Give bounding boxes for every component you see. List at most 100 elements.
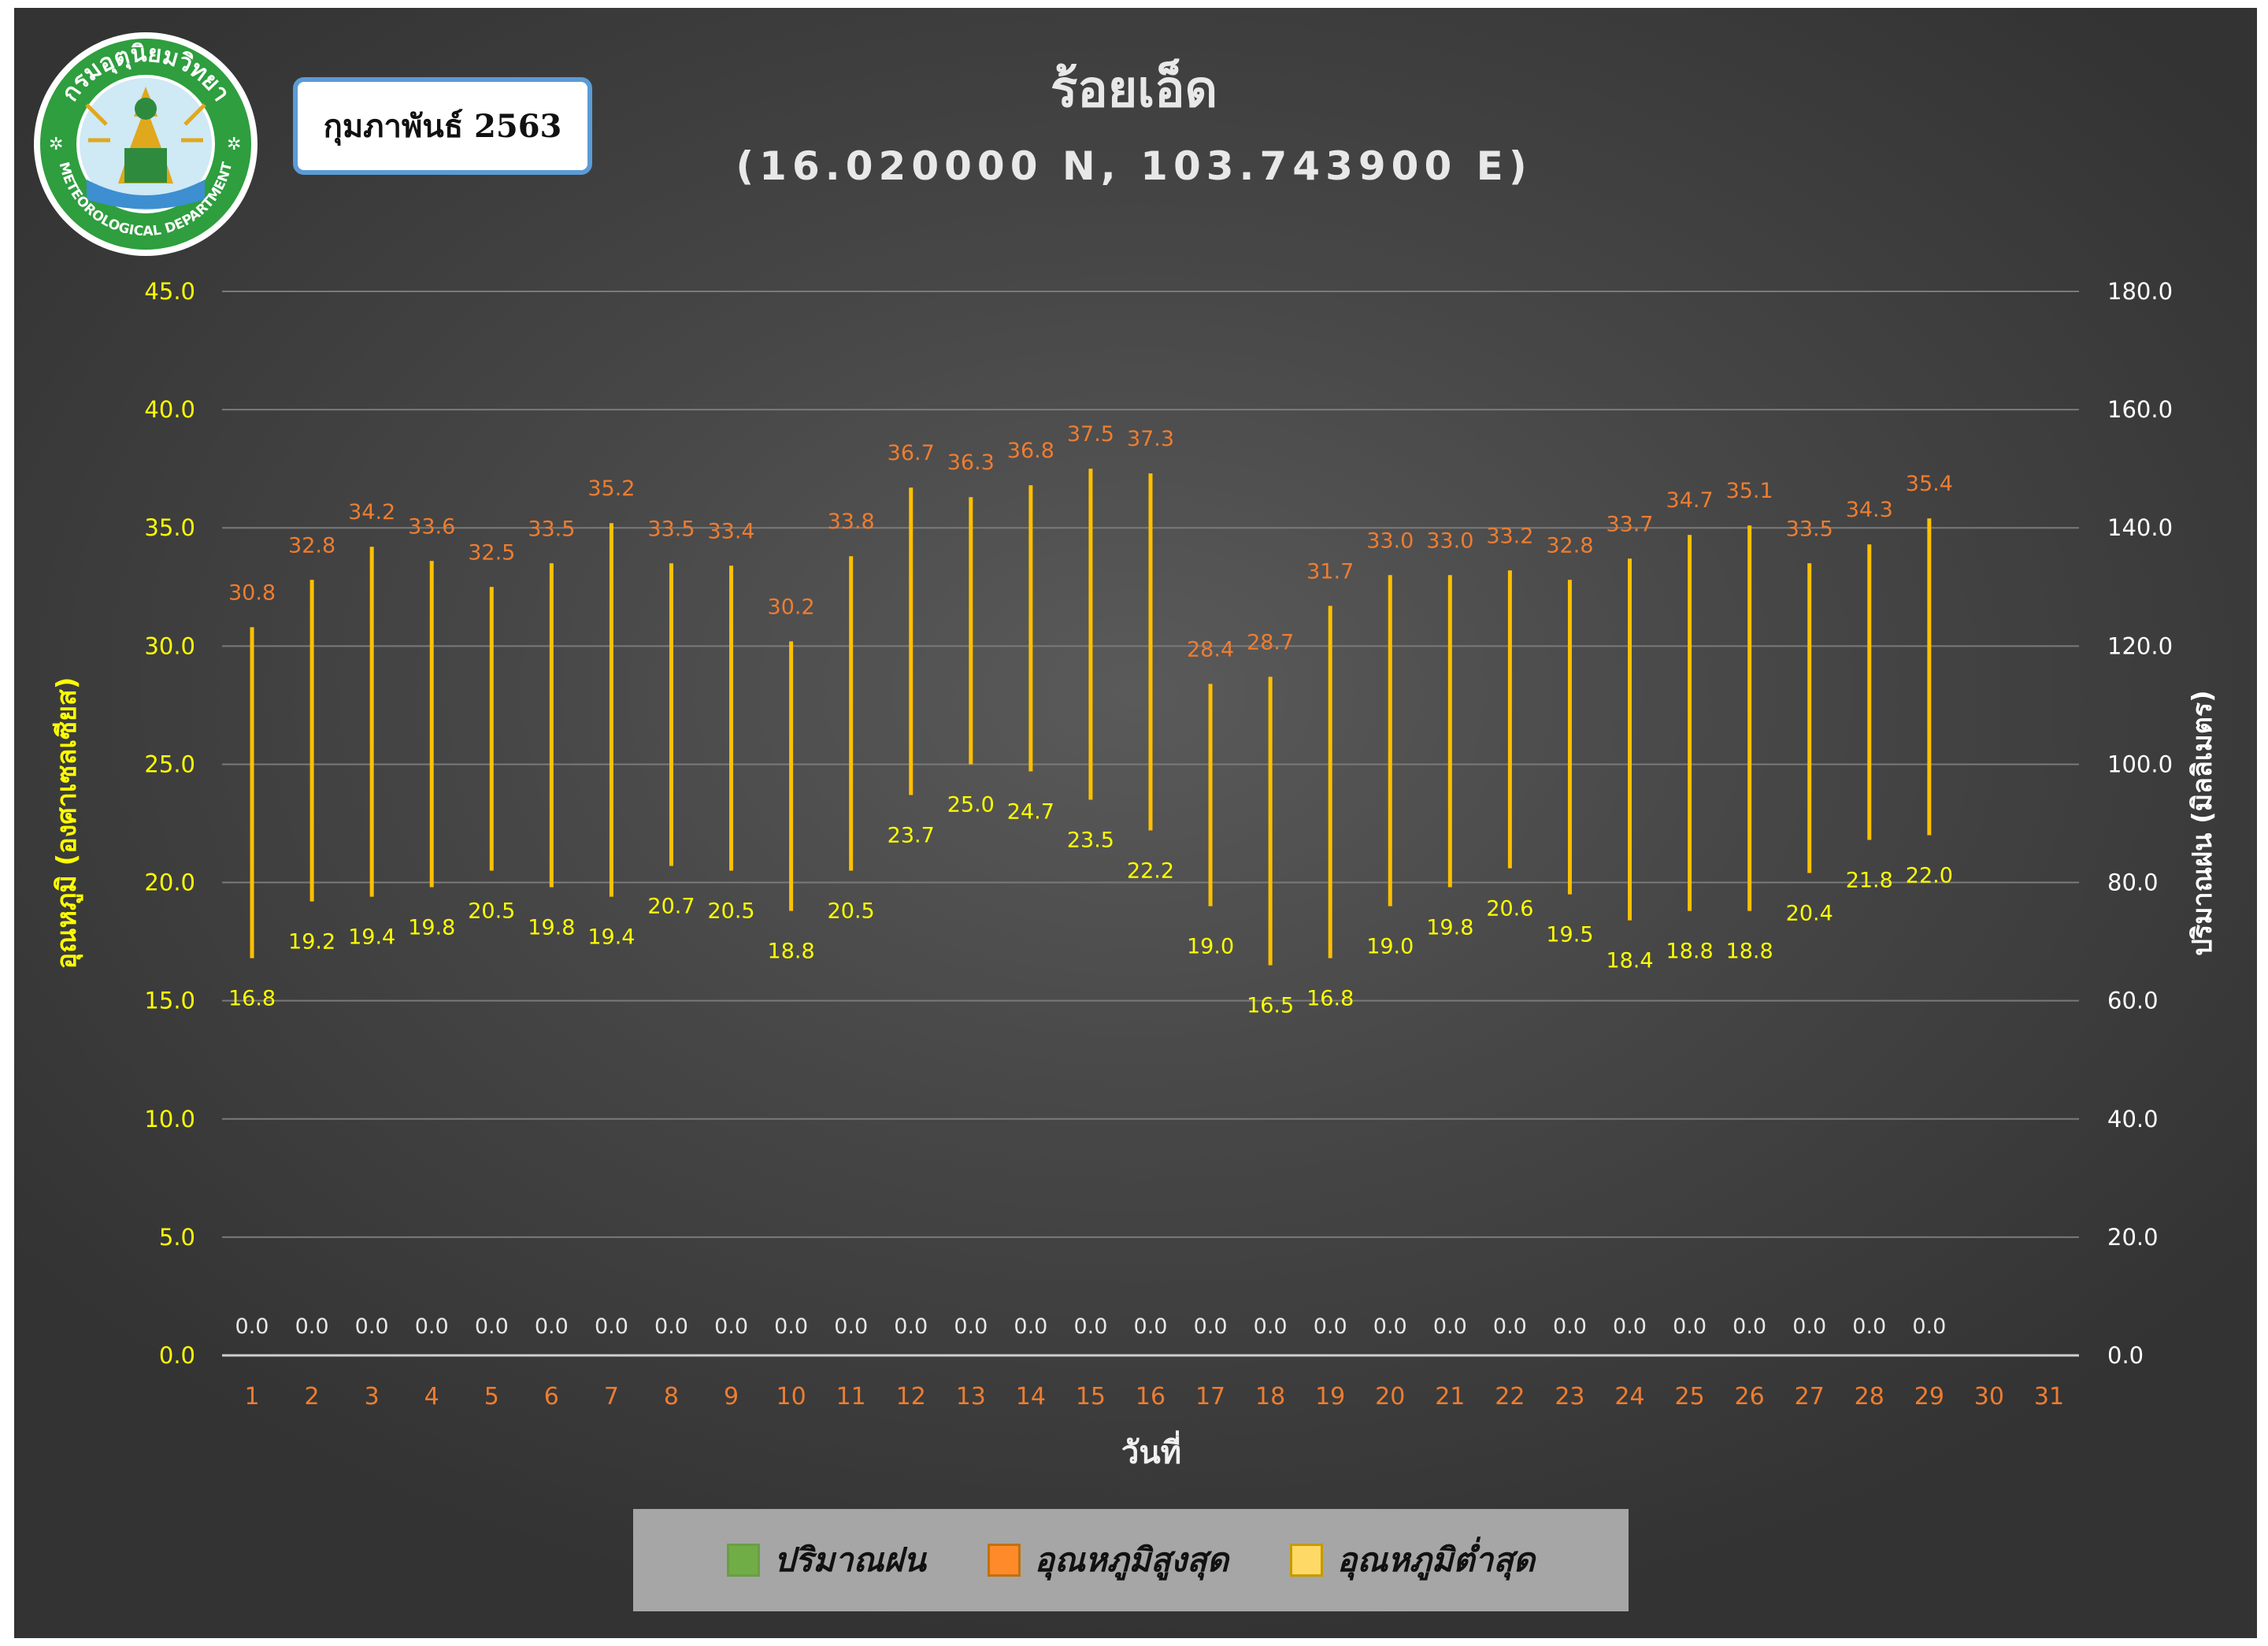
x-tick-label: 4 (424, 1383, 439, 1411)
legend-label-rain: ปริมาณฝน (773, 1540, 926, 1579)
rain-label: 0.0 (1433, 1314, 1467, 1339)
x-tick-label: 11 (836, 1383, 866, 1411)
legend-item-min-temp: อุณหภูมิต่ำสุด (1290, 1534, 1535, 1586)
right-axis-title: ปริมาณฝน (มิลลิเมตร) (2187, 690, 2218, 955)
chart-title: ร้อยเอ็ด (1050, 61, 1218, 119)
month-label: กุมภาพันธ์ 2563 (323, 108, 562, 145)
left-tick-label: 25.0 (144, 751, 195, 777)
x-tick-label: 29 (1914, 1383, 1944, 1411)
rain-label: 0.0 (1912, 1314, 1946, 1339)
svg-text:✲: ✲ (49, 135, 63, 154)
left-tick-label: 30.0 (144, 632, 195, 659)
min-temp-label: 19.5 (1546, 923, 1593, 947)
min-temp-label: 24.7 (1007, 799, 1054, 824)
x-tick-label: 12 (896, 1383, 926, 1411)
rain-label: 0.0 (1493, 1314, 1527, 1339)
rain-label: 0.0 (714, 1314, 748, 1339)
max-temp-label: 33.5 (1786, 517, 1833, 541)
left-tick-label: 15.0 (144, 988, 195, 1014)
right-tick-label: 80.0 (2107, 869, 2159, 896)
rain-label: 0.0 (654, 1314, 688, 1339)
min-temp-label: 20.7 (647, 895, 695, 919)
x-tick-label: 24 (1614, 1383, 1644, 1411)
x-tick-label: 28 (1855, 1383, 1884, 1411)
data-labels: 30.8 16.8 0.0 32.8 19.2 0.0 34.2 19.4 0.0 33.6 19.… (228, 422, 1953, 1339)
x-tick-label: 9 (724, 1383, 739, 1411)
min-temp-label: 20.4 (1786, 902, 1833, 926)
min-temp-label: 20.5 (468, 899, 515, 924)
x-tick-label: 5 (484, 1383, 499, 1411)
x-tick-label: 2 (305, 1383, 320, 1411)
max-temp-label: 32.8 (1546, 533, 1593, 558)
x-tick-label: 7 (604, 1383, 619, 1411)
month-label-box: กุมภาพันธ์ 2563 (293, 77, 592, 175)
max-temp-label: 36.3 (947, 450, 995, 475)
max-temp-label: 32.8 (288, 533, 335, 558)
rain-label: 0.0 (1373, 1314, 1407, 1339)
legend-swatch-min-temp (1290, 1544, 1324, 1577)
legend-item-max-temp: อุณหภูมิสูงสุด (987, 1534, 1229, 1586)
max-temp-label: 34.2 (348, 500, 395, 525)
max-temp-label: 35.2 (587, 476, 635, 501)
max-temp-label: 33.5 (528, 517, 575, 541)
min-temp-label: 19.0 (1366, 935, 1414, 959)
axes: 0.05.010.015.020.025.030.035.040.045.00.… (51, 278, 2218, 1471)
rain-label: 0.0 (894, 1314, 928, 1339)
max-temp-label: 36.8 (1007, 439, 1054, 463)
x-tick-label: 26 (1735, 1383, 1765, 1411)
max-temp-label: 32.5 (468, 540, 515, 565)
temperature-range-bars (250, 469, 1932, 966)
max-temp-label: 37.5 (1067, 422, 1114, 447)
x-tick-label: 25 (1674, 1383, 1704, 1411)
min-temp-label: 20.5 (828, 899, 875, 924)
min-temp-label: 19.4 (587, 925, 635, 950)
max-temp-label: 33.7 (1606, 512, 1653, 536)
x-tick-label: 22 (1495, 1383, 1525, 1411)
x-tick-label: 14 (1016, 1383, 1046, 1411)
x-tick-label: 19 (1315, 1383, 1345, 1411)
rain-label: 0.0 (1014, 1314, 1047, 1339)
min-temp-label: 18.8 (1726, 940, 1773, 964)
min-temp-label: 23.7 (888, 823, 935, 847)
rain-label: 0.0 (535, 1314, 569, 1339)
rain-label: 0.0 (1852, 1314, 1886, 1339)
x-tick-label: 20 (1375, 1383, 1405, 1411)
max-temp-label: 30.2 (768, 595, 815, 619)
min-temp-label: 18.8 (768, 940, 815, 964)
min-temp-label: 19.2 (288, 930, 335, 955)
right-tick-label: 160.0 (2107, 396, 2173, 423)
left-tick-label: 35.0 (144, 514, 195, 541)
right-tick-label: 40.0 (2107, 1106, 2159, 1133)
max-temp-label: 33.6 (408, 514, 455, 539)
x-tick-label: 15 (1076, 1383, 1106, 1411)
min-temp-label: 16.8 (228, 987, 276, 1011)
max-temp-label: 28.4 (1187, 637, 1234, 662)
rain-label: 0.0 (954, 1314, 988, 1339)
max-temp-label: 34.3 (1846, 498, 1893, 522)
legend-swatch-rain (726, 1544, 760, 1577)
legend-swatch-max-temp (987, 1544, 1021, 1577)
legend-label-max-temp: อุณหภูมิสูงสุด (1034, 1540, 1229, 1579)
min-temp-label: 16.8 (1306, 987, 1354, 1011)
max-temp-label: 35.4 (1906, 472, 1953, 496)
legend-label-min-temp: อุณหภูมิต่ำสุด (1337, 1540, 1536, 1579)
x-tick-label: 27 (1795, 1383, 1825, 1411)
max-temp-label: 28.7 (1247, 630, 1294, 654)
right-tick-label: 60.0 (2107, 988, 2159, 1014)
rain-label: 0.0 (1194, 1314, 1228, 1339)
legend-item-rain: ปริมาณฝน (726, 1534, 926, 1586)
right-tick-label: 100.0 (2107, 751, 2173, 777)
rain-label: 0.0 (355, 1314, 389, 1339)
min-temp-label: 19.8 (408, 916, 455, 940)
left-tick-label: 10.0 (144, 1106, 195, 1133)
x-tick-label: 30 (1974, 1383, 2004, 1411)
left-tick-label: 0.0 (159, 1342, 195, 1369)
chart-subtitle: (16.020000 N, 103.743900 E) (736, 143, 1532, 189)
svg-text:✲: ✲ (227, 135, 241, 154)
x-tick-label: 1 (244, 1383, 259, 1411)
right-tick-label: 180.0 (2107, 278, 2173, 305)
max-temp-label: 35.1 (1726, 479, 1773, 503)
min-temp-label: 22.0 (1906, 864, 1953, 888)
min-temp-label: 18.4 (1606, 949, 1653, 973)
